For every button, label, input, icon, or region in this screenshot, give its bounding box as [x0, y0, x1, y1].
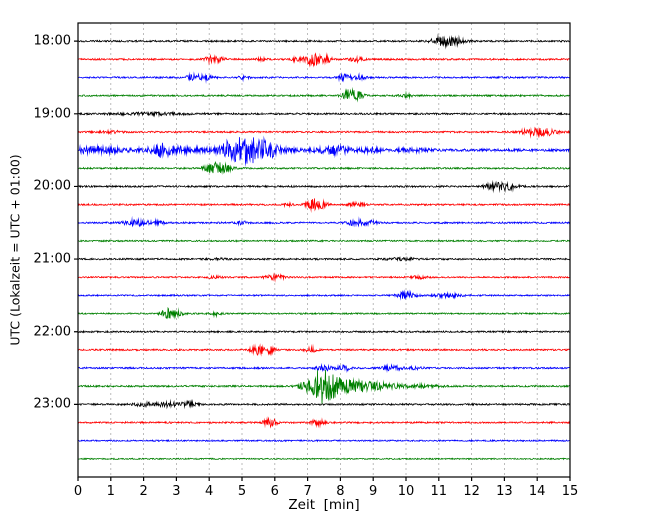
x-tick-label: 0	[73, 484, 83, 499]
x-tick-label: 11	[430, 484, 448, 499]
x-tick-label: 6	[270, 484, 279, 499]
x-tick-label: 13	[496, 484, 513, 499]
x-tick-label: 8	[336, 484, 345, 499]
x-tick-label: 15	[561, 484, 579, 499]
x-tick-label: 4	[205, 484, 214, 499]
x-tick-label: 10	[397, 484, 415, 499]
x-axis-label: Zeit [min]	[288, 497, 360, 513]
x-tick-label: 1	[106, 484, 115, 499]
x-tick-label: 14	[528, 484, 546, 499]
y-tick-label: 18:00	[33, 33, 71, 49]
x-tick-label: 2	[139, 484, 148, 499]
x-tick-label: 5	[237, 484, 247, 499]
y-tick-label: 22:00	[33, 324, 71, 340]
x-tick-label: 12	[463, 484, 480, 499]
y-tick-label: 20:00	[33, 178, 71, 194]
y-axis-label: UTC (Lokalzeit = UTC + 01:00)	[7, 154, 23, 346]
x-tick-label: 9	[369, 484, 378, 499]
x-tick-label: 7	[303, 484, 312, 499]
y-tick-label: 23:00	[33, 396, 71, 412]
x-tick-label: 3	[172, 484, 181, 499]
y-tick-label: 21:00	[33, 251, 71, 267]
y-tick-label: 19:00	[33, 106, 71, 122]
